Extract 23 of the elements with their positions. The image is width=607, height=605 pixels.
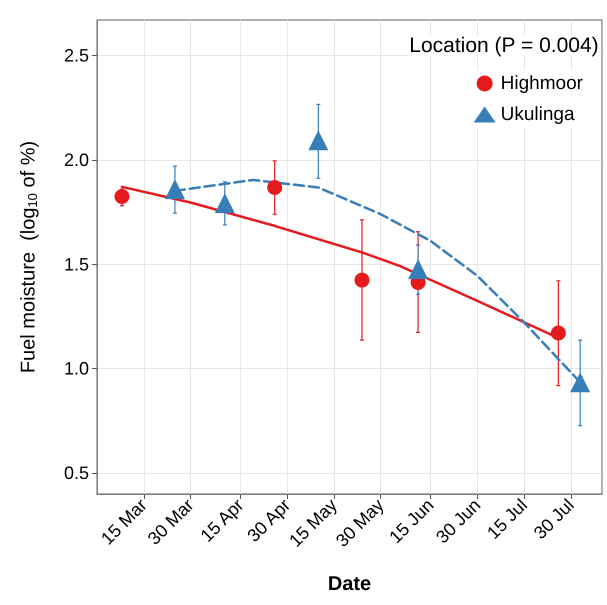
x-axis-title: Date xyxy=(328,573,372,595)
point xyxy=(214,193,235,214)
point xyxy=(308,130,328,150)
y-tick-label: 2.0 xyxy=(64,150,89,170)
point xyxy=(114,188,130,204)
point xyxy=(570,372,590,392)
x-tick-label: 15 Apr xyxy=(196,494,248,546)
y-tick-label: 0.5 xyxy=(64,463,89,484)
point xyxy=(550,326,566,341)
y-tick-label: 1.0 xyxy=(64,358,89,379)
x-tick-label: 15 Jul xyxy=(483,494,532,544)
legend-title: Location (P = 0.004) xyxy=(409,34,599,57)
legend-label: Ukulinga xyxy=(500,104,575,125)
y-tick-label: 1.5 xyxy=(64,254,89,274)
point xyxy=(164,179,185,200)
x-tick-label: 15 Jun xyxy=(385,494,438,548)
point xyxy=(408,259,428,280)
legend-label: Highmoor xyxy=(500,73,584,94)
y-tick-label: 2.5 xyxy=(64,46,89,66)
point xyxy=(267,180,282,195)
y-axis-title: Fuel moisture (log10 of %) xyxy=(18,140,40,374)
point xyxy=(354,272,370,288)
x-tick-label: 30 Jul xyxy=(530,494,578,544)
